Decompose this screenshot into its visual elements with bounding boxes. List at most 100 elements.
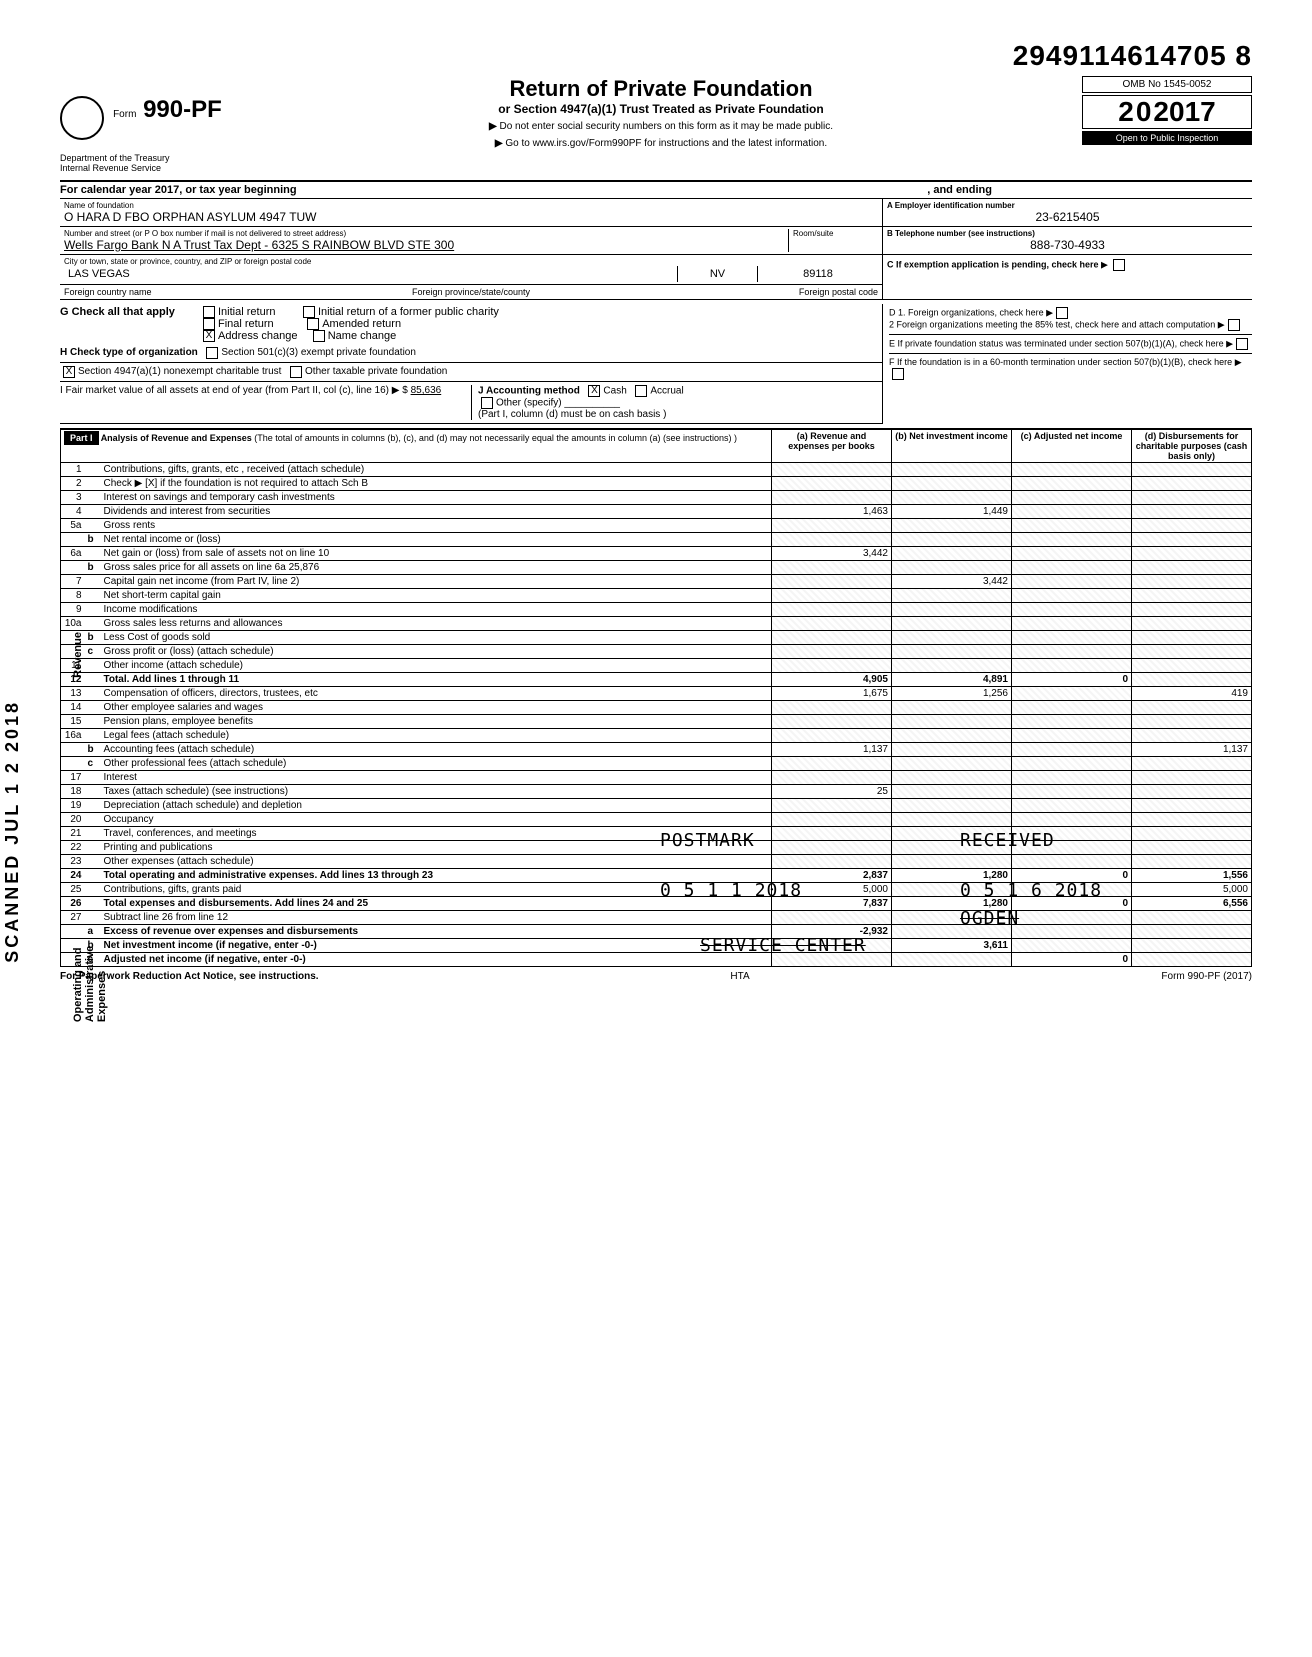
lbl-cash: Cash: [603, 386, 626, 397]
city-label: City or town, state or province, country…: [64, 257, 878, 266]
form-number: 990-PF: [143, 96, 222, 123]
d2-checkbox[interactable]: [1228, 319, 1240, 331]
footer-right: Form 990-PF (2017): [1161, 971, 1252, 982]
chk-final[interactable]: [203, 318, 215, 330]
table-row: bNet investment income (if negative, ent…: [61, 939, 1252, 953]
part1-header: Part I: [64, 431, 99, 445]
i-value: 85,636: [411, 385, 442, 396]
lbl-amended: Amended return: [322, 318, 401, 330]
footer-hta: HTA: [730, 971, 749, 982]
table-row: 6aNet gain or (loss) from sale of assets…: [61, 547, 1252, 561]
h-label: H Check type of organization: [60, 347, 198, 359]
col-d-header: (d) Disbursements for charitable purpose…: [1132, 430, 1252, 463]
stamp-date-2: 0 5 1 6 2018: [960, 880, 1102, 901]
e-label: E If private foundation status was termi…: [889, 338, 1224, 348]
part1-note: (The total of amounts in columns (b), (c…: [254, 433, 737, 443]
table-row: bGross sales price for all assets on lin…: [61, 561, 1252, 575]
stamp-service-center: SERVICE CENTER: [700, 935, 866, 956]
chk-other-tax[interactable]: [290, 366, 302, 378]
chk-name-change[interactable]: [313, 330, 325, 342]
c-checkbox[interactable]: [1113, 259, 1125, 271]
side-revenue-label: Revenue: [72, 632, 84, 678]
table-row: cOther professional fees (attach schedul…: [61, 757, 1252, 771]
warn-line-2: Go to www.irs.gov/Form990PF for instruct…: [505, 138, 827, 149]
foreign-code-label: Foreign postal code: [607, 287, 878, 297]
chk-address-change[interactable]: X: [203, 330, 215, 342]
address-label: Number and street (or P O box number if …: [64, 229, 788, 238]
j-note: (Part I, column (d) must be on cash basi…: [478, 409, 666, 420]
g-label: G Check all that apply: [60, 306, 200, 342]
table-row: 7Capital gain net income (from Part IV, …: [61, 575, 1252, 589]
table-row: 23Other expenses (attach schedule): [61, 855, 1252, 869]
d2-label: 2 Foreign organizations meeting the 85% …: [889, 319, 1215, 329]
table-row: 20Occupancy: [61, 813, 1252, 827]
chk-amended[interactable]: [307, 318, 319, 330]
address-value: Wells Fargo Bank N A Trust Tax Dept - 63…: [64, 238, 788, 252]
chk-4947[interactable]: X: [63, 366, 75, 378]
form-subtitle: or Section 4947(a)(1) Trust Treated as P…: [250, 102, 1072, 116]
table-row: aExcess of revenue over expenses and dis…: [61, 925, 1252, 939]
table-row: 10aGross sales less returns and allowanc…: [61, 617, 1252, 631]
chk-initial-former[interactable]: [303, 306, 315, 318]
room-label: Room/suite: [793, 229, 878, 238]
table-row: 12Total. Add lines 1 through 114,9054,89…: [61, 673, 1252, 687]
stamp-ogden: OGDEN: [960, 908, 1019, 929]
part1-title: Analysis of Revenue and Expenses: [101, 433, 252, 443]
inspection-label: Open to Public Inspection: [1082, 131, 1252, 145]
table-row: 19Depreciation (attach schedule) and dep…: [61, 799, 1252, 813]
foreign-country-label: Foreign country name: [64, 287, 335, 297]
ein-label: A Employer identification number: [887, 201, 1248, 210]
form-title: Return of Private Foundation: [250, 76, 1072, 102]
irs-logo: [60, 96, 104, 140]
table-row: 16aLegal fees (attach schedule): [61, 729, 1252, 743]
table-row: bNet rental income or (loss): [61, 533, 1252, 547]
table-row: bLess Cost of goods sold: [61, 631, 1252, 645]
e-checkbox[interactable]: [1236, 338, 1248, 350]
col-a-header: (a) Revenue and expenses per books: [772, 430, 892, 463]
city-value: LAS VEGAS: [64, 266, 678, 282]
stamp-date-1: 0 5 1 1 2018: [660, 880, 802, 901]
lbl-initial: Initial return: [218, 306, 275, 318]
f-checkbox[interactable]: [892, 368, 904, 380]
warn-line-1: Do not enter social security numbers on …: [500, 121, 833, 132]
name-label: Name of foundation: [64, 201, 878, 210]
table-row: 5aGross rents: [61, 519, 1252, 533]
form-header: Form 990-PF Department of the Treasury I…: [60, 76, 1252, 182]
lbl-initial-former: Initial return of a former public charit…: [318, 306, 499, 318]
document-number: 2949114614705 8: [60, 40, 1252, 72]
table-row: 1Contributions, gifts, grants, etc , rec…: [61, 463, 1252, 477]
chk-cash[interactable]: X: [588, 385, 600, 397]
table-row: 9Income modifications: [61, 603, 1252, 617]
lbl-other-tax: Other taxable private foundation: [305, 366, 447, 378]
chk-other-method[interactable]: [481, 397, 493, 409]
lbl-address-change: Address change: [218, 330, 298, 342]
chk-501c3[interactable]: [206, 347, 218, 359]
table-row: 18Taxes (attach schedule) (see instructi…: [61, 785, 1252, 799]
stamp-postmark: POSTMARK: [660, 830, 755, 851]
calendar-end-label: , and ending: [927, 184, 992, 196]
d1-label: D 1. Foreign organizations, check here: [889, 307, 1044, 317]
scanned-stamp: SCANNED JUL 1 2 2018: [2, 700, 23, 963]
calendar-year-label: For calendar year 2017, or tax year begi…: [60, 184, 297, 196]
table-row: 4Dividends and interest from securities1…: [61, 505, 1252, 519]
table-row: cAdjusted net income (if negative, enter…: [61, 953, 1252, 967]
state-value: NV: [678, 266, 758, 282]
table-row: 17Interest: [61, 771, 1252, 785]
d1-checkbox[interactable]: [1056, 307, 1068, 319]
tax-year: 2017: [1153, 96, 1215, 127]
chk-accrual[interactable]: [635, 385, 647, 397]
table-row: 11Other income (attach schedule): [61, 659, 1252, 673]
table-row: 14Other employee salaries and wages: [61, 701, 1252, 715]
col-b-header: (b) Net investment income: [892, 430, 1012, 463]
table-row: 21Travel, conferences, and meetings: [61, 827, 1252, 841]
zip-value: 89118: [758, 266, 878, 282]
lbl-4947: Section 4947(a)(1) nonexempt charitable …: [78, 366, 281, 378]
c-label: C If exemption application is pending, c…: [887, 259, 1099, 269]
lbl-other-method: Other (specify): [496, 398, 562, 409]
i-label: I Fair market value of all assets at end…: [60, 385, 408, 396]
phone-label: B Telephone number (see instructions): [887, 229, 1248, 238]
table-row: 22Printing and publications: [61, 841, 1252, 855]
chk-initial[interactable]: [203, 306, 215, 318]
foundation-name: O HARA D FBO ORPHAN ASYLUM 4947 TUW: [64, 210, 878, 224]
lbl-final: Final return: [218, 318, 274, 330]
